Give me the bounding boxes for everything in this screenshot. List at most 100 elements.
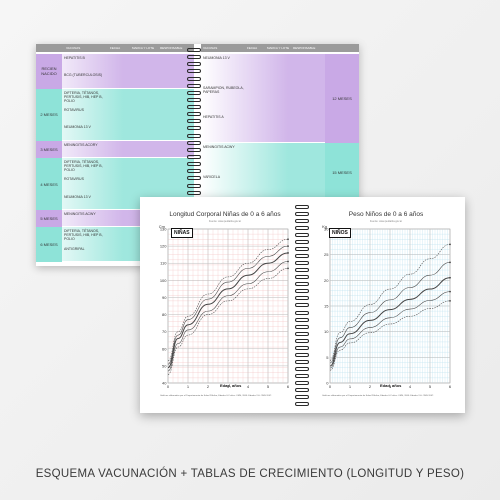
spiral-ring bbox=[295, 219, 309, 224]
product-caption: ESQUEMA VACUNACIÓN + TABLAS DE CRECIMIEN… bbox=[35, 468, 465, 480]
chart-title-length: Longitud Corporal Niñas de 0 a 6 años bbox=[169, 211, 281, 218]
percentile-curve bbox=[167, 261, 289, 372]
spiral-ring bbox=[295, 345, 309, 350]
percentile-curve bbox=[329, 300, 451, 371]
spiral-ring bbox=[187, 140, 201, 145]
vaccine-name: ANTIGRIPAL bbox=[64, 246, 85, 251]
vaccine-name: MENINGITIS ACORY bbox=[64, 142, 98, 147]
x-tick-label: 3 bbox=[227, 384, 230, 389]
curve-end-point bbox=[449, 276, 451, 279]
header-cell: VACUNAS bbox=[203, 46, 218, 50]
x-tick-label: 4 bbox=[409, 384, 412, 389]
spiral-ring bbox=[187, 162, 201, 167]
spiral-ring bbox=[295, 233, 309, 238]
header-cell: RESPONSABLE bbox=[160, 46, 183, 50]
vaccine-name: HEPATITIS A bbox=[203, 115, 224, 120]
curve-end-point bbox=[287, 245, 289, 248]
vaccine-name: SARAMPION, RUBEOLA, PAPERAS bbox=[203, 85, 244, 94]
curve-end-point bbox=[287, 238, 289, 241]
age-cell: 15 MESES bbox=[325, 143, 359, 203]
x-tick-label: 1 bbox=[187, 384, 190, 389]
curve-end-point bbox=[287, 260, 289, 263]
x-tick-label: 0 bbox=[329, 384, 332, 389]
age-cell: 2 MESES bbox=[36, 88, 62, 141]
age-cell: 6 MESES bbox=[36, 227, 62, 262]
vaccine-name: DIFTERIA, TÉTANOS, PERTUSIS, HIB, HEP B,… bbox=[64, 160, 103, 172]
y-tick-label: 70 bbox=[162, 329, 167, 334]
spiral-ring bbox=[187, 176, 201, 181]
spiral-ring bbox=[295, 317, 309, 322]
age-cell: 5 MESES bbox=[36, 210, 62, 228]
spiral-ring bbox=[295, 282, 309, 287]
spiral-ring bbox=[187, 105, 201, 110]
curve-end-point bbox=[287, 267, 289, 270]
girls-tag: NIÑAS bbox=[171, 228, 193, 238]
y-tick-label: 50 bbox=[162, 363, 167, 368]
y-tick-label: 80 bbox=[162, 312, 167, 317]
header-cell: MARCA Y LOTE bbox=[267, 46, 290, 50]
y-tick-label: 10 bbox=[324, 329, 329, 334]
percentile-curve bbox=[329, 262, 451, 364]
spiral-ring bbox=[187, 183, 201, 188]
vaccine-row: RECIEN NACIDO HEPATITIS B BCG (TUBERCULOSI… bbox=[36, 54, 194, 89]
row-band bbox=[36, 54, 194, 88]
spiral-ring bbox=[187, 97, 201, 102]
spiral-ring bbox=[295, 254, 309, 259]
x-axis-label-length: Edad, años bbox=[220, 383, 242, 388]
spiral-ring bbox=[295, 240, 309, 245]
spiral-ring bbox=[187, 55, 201, 60]
vaccine-row: 12 MESES NEUMONIA 13 V SARAMPION, RUBEOLA,… bbox=[201, 54, 359, 144]
percentile-curve bbox=[167, 238, 289, 362]
spiral-ring bbox=[187, 48, 201, 52]
vaccine-row: 15 MESES MENINGITIS ACWY VARICELA bbox=[201, 143, 359, 203]
vaccine-name: NEUMONIA 13 V bbox=[64, 125, 91, 130]
age-cell: RECIEN NACIDO bbox=[36, 54, 62, 89]
percentile-curve bbox=[167, 252, 289, 369]
y-tick-label: 0 bbox=[326, 381, 329, 386]
y-tick-label: 20 bbox=[324, 278, 329, 283]
spiral-ring bbox=[295, 331, 309, 336]
curve-end-point bbox=[449, 290, 451, 293]
spiral-binding bbox=[295, 205, 309, 409]
spiral-ring bbox=[295, 289, 309, 294]
spiral-ring bbox=[295, 394, 309, 399]
vaccine-row: 2 MESES DIFTERIA, TÉTANOS, PERTUSIS, HIB,… bbox=[36, 88, 194, 141]
y-tick-label: 25 bbox=[324, 252, 329, 257]
vaccine-row: 3 MESES MENINGITIS ACORY bbox=[36, 140, 194, 158]
vaccine-name: MENINGITIS ACWY bbox=[64, 212, 96, 216]
curve-end-point bbox=[449, 243, 451, 246]
vaccine-name: BCG (TUBERCULOSIS) bbox=[64, 73, 103, 78]
spiral-ring bbox=[187, 69, 201, 74]
x-tick-label: 2 bbox=[207, 384, 210, 389]
x-tick-label: 6 bbox=[449, 384, 452, 389]
x-tick-label: 5 bbox=[429, 384, 432, 389]
spiral-ring bbox=[295, 359, 309, 364]
spiral-ring bbox=[295, 338, 309, 343]
x-tick-label: 2 bbox=[369, 384, 372, 389]
spiral-ring bbox=[295, 205, 309, 209]
spiral-ring bbox=[295, 261, 309, 266]
footnote-weight: Gráficos elaborados por el Departamento … bbox=[322, 395, 434, 397]
percentile-curve bbox=[167, 245, 289, 365]
y-tick-label: 60 bbox=[162, 346, 167, 351]
spiral-ring bbox=[295, 226, 309, 231]
vaccine-name: HEPATITIS B bbox=[64, 56, 85, 60]
spiral-ring bbox=[295, 387, 309, 392]
header-cell: RESPONSABLE bbox=[293, 46, 316, 50]
x-tick-label: 3 bbox=[389, 384, 392, 389]
spiral-ring bbox=[187, 155, 201, 159]
y-axis-unit: Cm bbox=[159, 224, 166, 229]
spiral-ring bbox=[187, 90, 201, 95]
spiral-ring bbox=[187, 83, 201, 88]
x-tick-label: 5 bbox=[267, 384, 270, 389]
age-cell: 3 MESES bbox=[36, 140, 62, 158]
age-cell: 4 MESES bbox=[36, 158, 62, 210]
spiral-ring bbox=[187, 126, 201, 131]
spiral-ring bbox=[295, 401, 309, 406]
y-tick-label: 120 bbox=[160, 244, 167, 249]
spiral-ring bbox=[187, 62, 201, 67]
y-tick-label: 130 bbox=[160, 227, 167, 232]
spiral-ring bbox=[295, 247, 309, 252]
y-axis-unit: Kg bbox=[322, 224, 327, 229]
curve-end-point bbox=[449, 299, 451, 302]
